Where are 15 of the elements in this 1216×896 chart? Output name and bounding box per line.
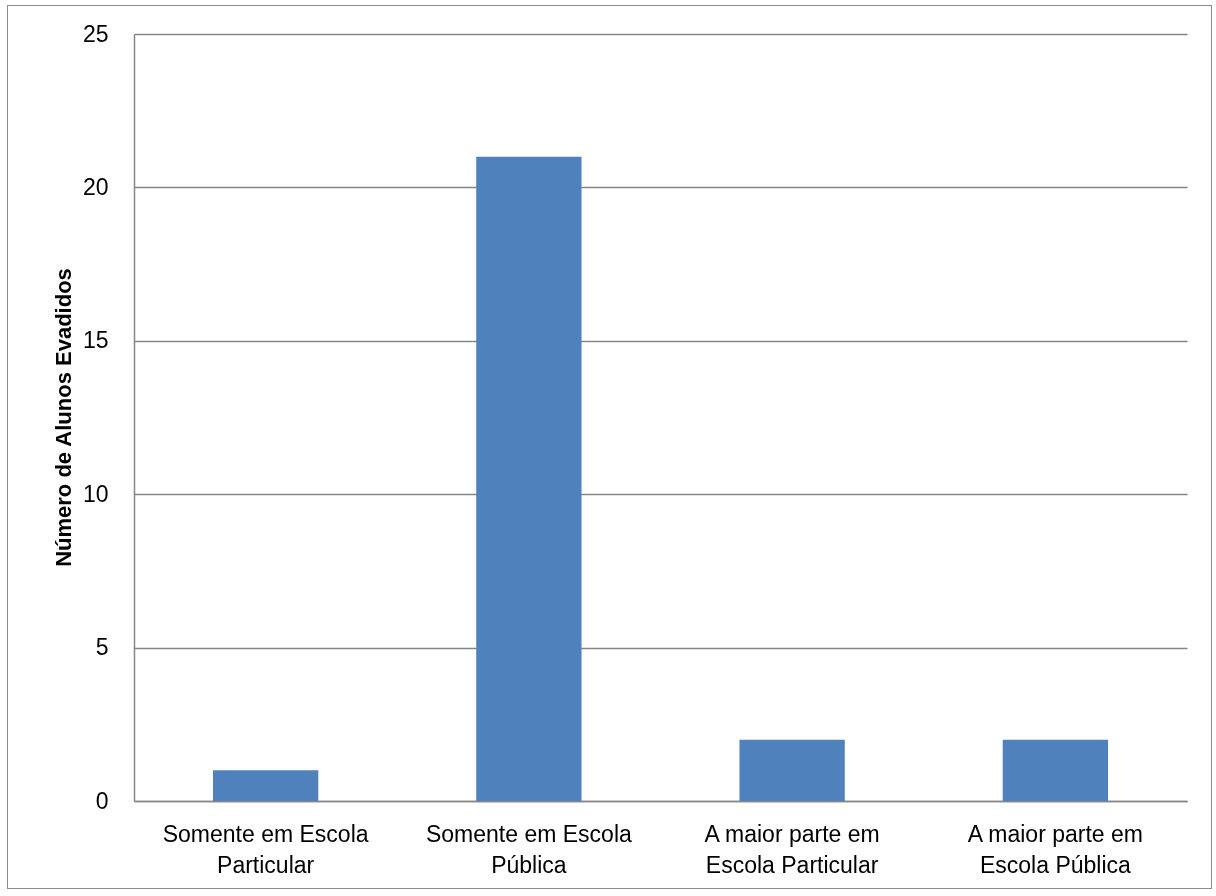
y-tick-label: 20 [82, 173, 109, 200]
x-tick-label: Somente em Escola Pública [425, 820, 632, 878]
y-tick-label: 15 [82, 327, 109, 354]
x-tick-label: Somente em Escola Particular [162, 820, 369, 878]
y-tick-label: 25 [82, 20, 109, 47]
y-tick-label: 10 [82, 480, 109, 507]
x-tick-label: A maior parte em Escola Pública [967, 820, 1143, 878]
bar [1002, 739, 1109, 801]
y-tick-label: 5 [95, 634, 109, 661]
bar [212, 770, 319, 801]
y-axis-title: Número de Alunos Evadidos [50, 268, 76, 567]
y-tick-label: 0 [95, 787, 109, 814]
bar [476, 156, 582, 801]
bar [739, 739, 845, 801]
x-tick-label: A maior parte em Escola Particular [704, 820, 880, 878]
